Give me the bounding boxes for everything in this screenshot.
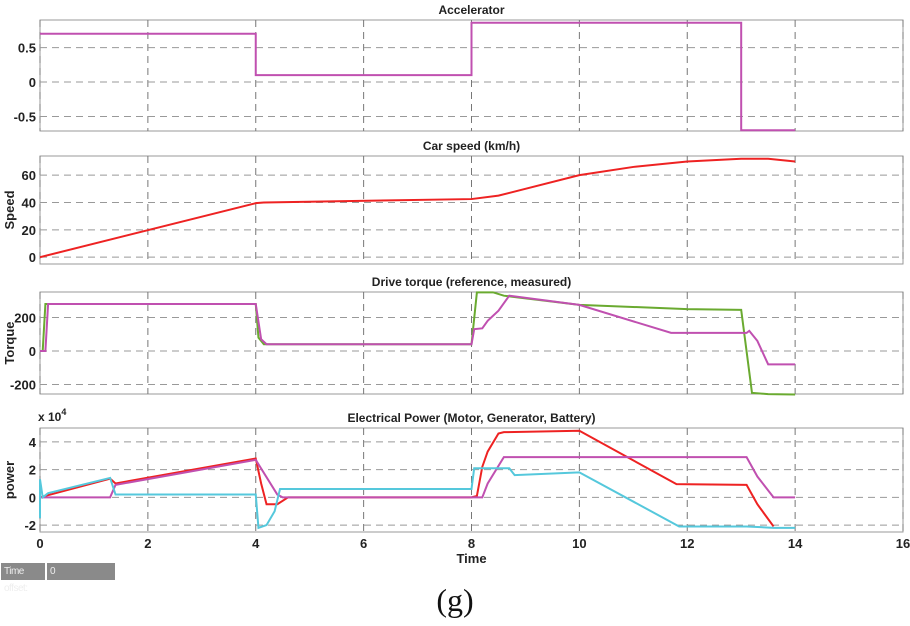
subplot-3: 200 0 -200 Drive torque (reference, measure… — [2, 275, 904, 396]
y-tick-label: 200 — [14, 310, 36, 325]
y-tick-label: 20 — [22, 223, 36, 238]
y-tick-label: 40 — [22, 195, 36, 210]
x-tick-label: 12 — [680, 536, 694, 551]
x-axis-label: Time — [456, 551, 486, 565]
y-tick-label: 4 — [29, 435, 37, 450]
y-tick-label: 0 — [29, 75, 36, 90]
series-line-1 — [39, 429, 775, 528]
subplot-title: Electrical Power (Motor, Generator, Batt… — [347, 411, 595, 425]
series-line-1 — [39, 157, 796, 259]
x-tick-label: 14 — [788, 536, 803, 551]
subplot-2: 60 40 20 0 Car speed (km/h) Speed — [2, 139, 904, 265]
time-offset-control: Time offset: 0 — [1, 563, 115, 594]
x-tick-label: 4 — [252, 536, 260, 551]
y-tick-label: -0.5 — [14, 110, 36, 125]
y-tick-label: 0.5 — [18, 41, 36, 56]
series-line-1 — [40, 21, 796, 132]
series-line-3 — [39, 467, 796, 530]
subplot-1: 0.5 0 -0.5 Accelerator — [14, 3, 904, 132]
x-tick-label: 8 — [468, 536, 475, 551]
subplot-title: Car speed (km/h) — [423, 139, 520, 153]
y-axis-label: Torque — [2, 321, 17, 364]
y-tick-label: 60 — [22, 168, 36, 183]
y-tick-label: 0 — [29, 344, 36, 359]
y-scale-factor: x 104 — [38, 407, 66, 424]
y-tick-label: -200 — [10, 377, 36, 392]
subplot-title: Drive torque (reference, measured) — [372, 275, 571, 289]
y-tick-label: 2 — [29, 463, 36, 478]
x-tick-label: 16 — [896, 536, 910, 551]
time-offset-label: Time offset: — [1, 563, 45, 594]
figure-caption: (g) — [436, 582, 474, 618]
y-tick-label: 0 — [29, 490, 36, 505]
x-tick-label: 2 — [144, 536, 151, 551]
series-line-2 — [40, 294, 796, 366]
x-tick-label: 6 — [360, 536, 367, 551]
x-tick-label: 10 — [572, 536, 586, 551]
subplot-title: Accelerator — [438, 3, 504, 17]
y-tick-label: -2 — [24, 518, 36, 533]
time-offset-input[interactable]: 0 — [47, 563, 115, 580]
y-tick-label: 0 — [29, 250, 36, 265]
y-axis-label: Speed — [2, 190, 17, 229]
x-tick-label: 0 — [36, 536, 43, 551]
y-axis-label: power — [2, 461, 17, 499]
series-line-2 — [40, 456, 796, 499]
